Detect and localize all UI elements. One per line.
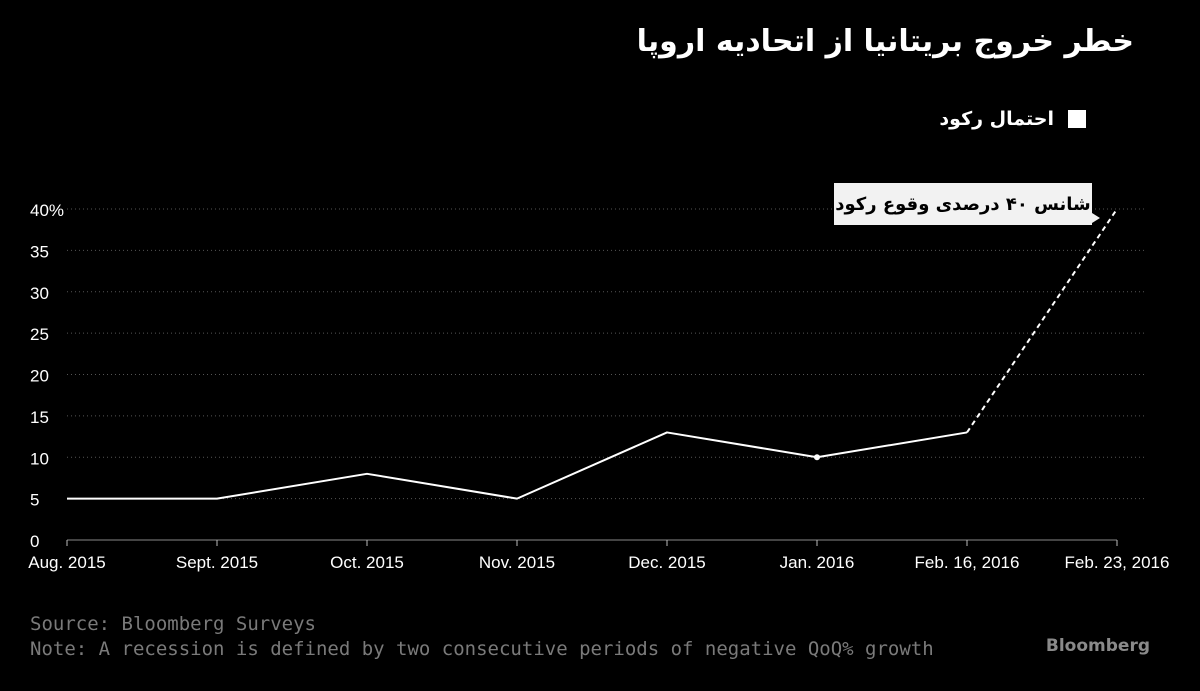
y-tick-label: 10 <box>30 449 49 468</box>
footer: Source: Bloomberg Surveys Note: A recess… <box>30 612 934 662</box>
annotation-arrow <box>1092 213 1100 223</box>
y-tick-label: 40% <box>30 201 64 220</box>
data-point-marker <box>814 454 820 461</box>
legend: احتمال رکود <box>939 108 1086 130</box>
y-tick-label: 35 <box>30 242 49 261</box>
x-tick-label: Aug. 2015 <box>28 553 106 572</box>
x-tick-label: Jan. 2016 <box>780 553 855 572</box>
bloomberg-logo: Bloomberg <box>1045 636 1150 656</box>
y-tick-label: 15 <box>30 408 49 427</box>
y-tick-label: 30 <box>30 284 49 303</box>
series-line-projection <box>966 208 1118 433</box>
definition-note: Note: A recession is defined by two cons… <box>30 638 934 660</box>
x-tick-label: Sept. 2015 <box>176 553 258 572</box>
legend-label: احتمال رکود <box>939 108 1054 130</box>
legend-swatch <box>1068 110 1086 128</box>
annotation-callout: شانس ۴۰ درصدی وقوع رکود <box>834 183 1092 225</box>
series-line <box>67 431 968 500</box>
source-note: Source: Bloomberg Surveys <box>30 613 316 635</box>
chart-title: خطر خروج بریتانیا از اتحادیه اروپا <box>636 24 1134 59</box>
x-tick-label: Oct. 2015 <box>330 553 404 572</box>
y-tick-label: 0 <box>30 532 39 551</box>
y-tick-label: 25 <box>30 325 49 344</box>
x-tick-label: Feb. 16, 2016 <box>915 553 1020 572</box>
x-tick-label: Dec. 2015 <box>628 553 706 572</box>
y-tick-label: 20 <box>30 367 49 386</box>
x-tick-label: Nov. 2015 <box>479 553 555 572</box>
x-tick-label: Feb. 23, 2016 <box>1065 553 1170 572</box>
y-tick-label: 5 <box>30 491 39 510</box>
